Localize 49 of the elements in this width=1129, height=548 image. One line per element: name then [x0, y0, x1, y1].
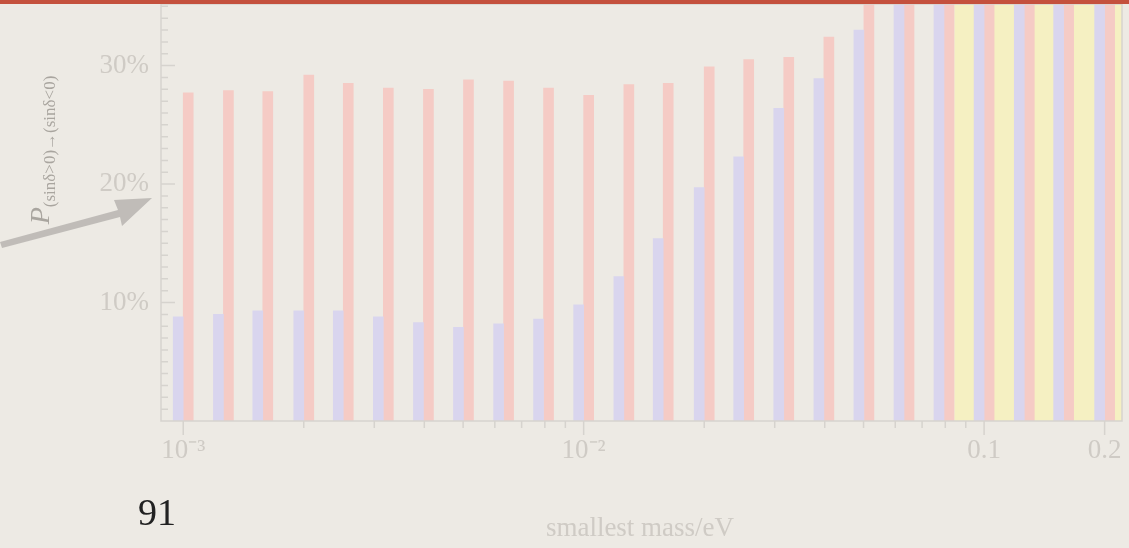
bar: [662, 83, 674, 421]
bar: [213, 314, 224, 421]
bar: [303, 74, 315, 421]
bar: [943, 4, 955, 421]
bar: [823, 36, 835, 421]
bar: [983, 4, 995, 421]
bar: [493, 323, 504, 421]
bar: [463, 79, 474, 421]
bar: [372, 316, 384, 421]
bar: [703, 66, 715, 421]
bar: [182, 92, 194, 421]
bar: [533, 318, 544, 421]
bar: [252, 310, 264, 421]
bar: [583, 94, 594, 421]
text: 91: [138, 490, 176, 534]
bar: [853, 29, 865, 421]
bar: [933, 4, 945, 421]
bar: [1053, 4, 1064, 421]
bar: [413, 322, 424, 421]
bar: [973, 4, 985, 421]
bar: [743, 59, 755, 421]
bar: [863, 4, 875, 421]
bar: [223, 90, 234, 421]
bar: [293, 310, 305, 421]
bar: [332, 310, 344, 421]
bar: [1094, 4, 1105, 421]
bar: [893, 4, 905, 421]
bar: [453, 327, 464, 421]
bar: [613, 276, 625, 421]
bar: [382, 87, 394, 421]
bar: [1023, 4, 1035, 421]
bar: [543, 87, 554, 421]
bar: [1063, 4, 1074, 421]
bar: [172, 316, 184, 421]
bar: [423, 88, 434, 421]
bar: [652, 238, 664, 421]
bar: [342, 83, 354, 421]
bar: [783, 56, 795, 421]
bar: [1104, 4, 1115, 421]
bar: [733, 156, 745, 421]
bar: [693, 187, 705, 421]
bar: [903, 4, 915, 421]
bar: [773, 107, 785, 421]
bar: [1013, 4, 1025, 421]
bar: [623, 84, 635, 421]
bar: [813, 78, 825, 421]
bar: [503, 80, 514, 421]
bar: [262, 91, 274, 421]
bar: [573, 304, 584, 421]
